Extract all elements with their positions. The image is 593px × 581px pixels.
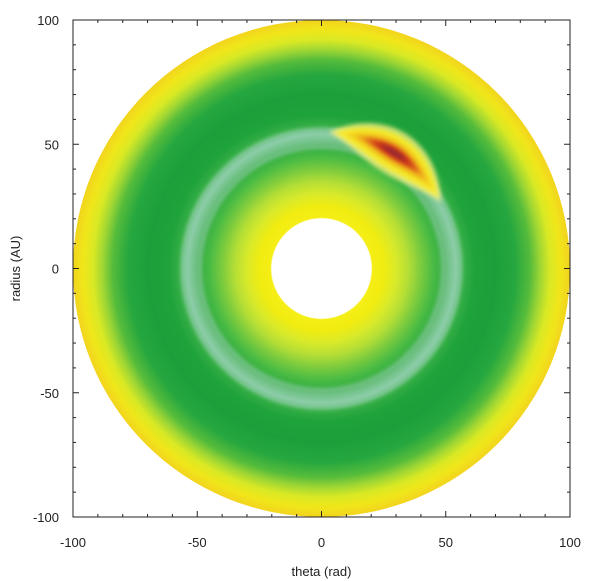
x-tick-label: 100 [559,535,581,550]
inner-highlight-ring [179,126,464,411]
x-axis-tick-labels: -100 -50 0 50 100 [60,535,581,550]
vortex-contour-5 [371,141,414,168]
y-tick-label: 100 [37,13,59,28]
x-axis-ticks [72,20,571,517]
vortex-contour-3 [354,135,427,181]
y-axis-title: radius (AU) [8,236,23,302]
y-tick-label: 0 [52,262,59,277]
y-axis-tick-labels: -100 -50 0 50 100 [33,13,59,525]
disk-inner-hole [271,218,372,319]
vortex-contour-2 [343,131,433,190]
y-axis-ticks [73,19,570,518]
y-tick-label: 50 [45,137,59,152]
x-tick-label: -100 [60,535,86,550]
y-tick-label: -100 [33,510,59,525]
x-tick-label: 50 [439,535,453,550]
plot-area [73,20,570,517]
vortex-contour-4 [363,138,420,174]
y-tick-label: -50 [40,386,59,401]
vortex-contour-6 [379,144,408,163]
vortex-feature [328,123,442,203]
x-tick-label: -50 [188,535,207,550]
x-tick-label: 0 [318,535,325,550]
x-axis-title: theta (rad) [292,564,352,579]
